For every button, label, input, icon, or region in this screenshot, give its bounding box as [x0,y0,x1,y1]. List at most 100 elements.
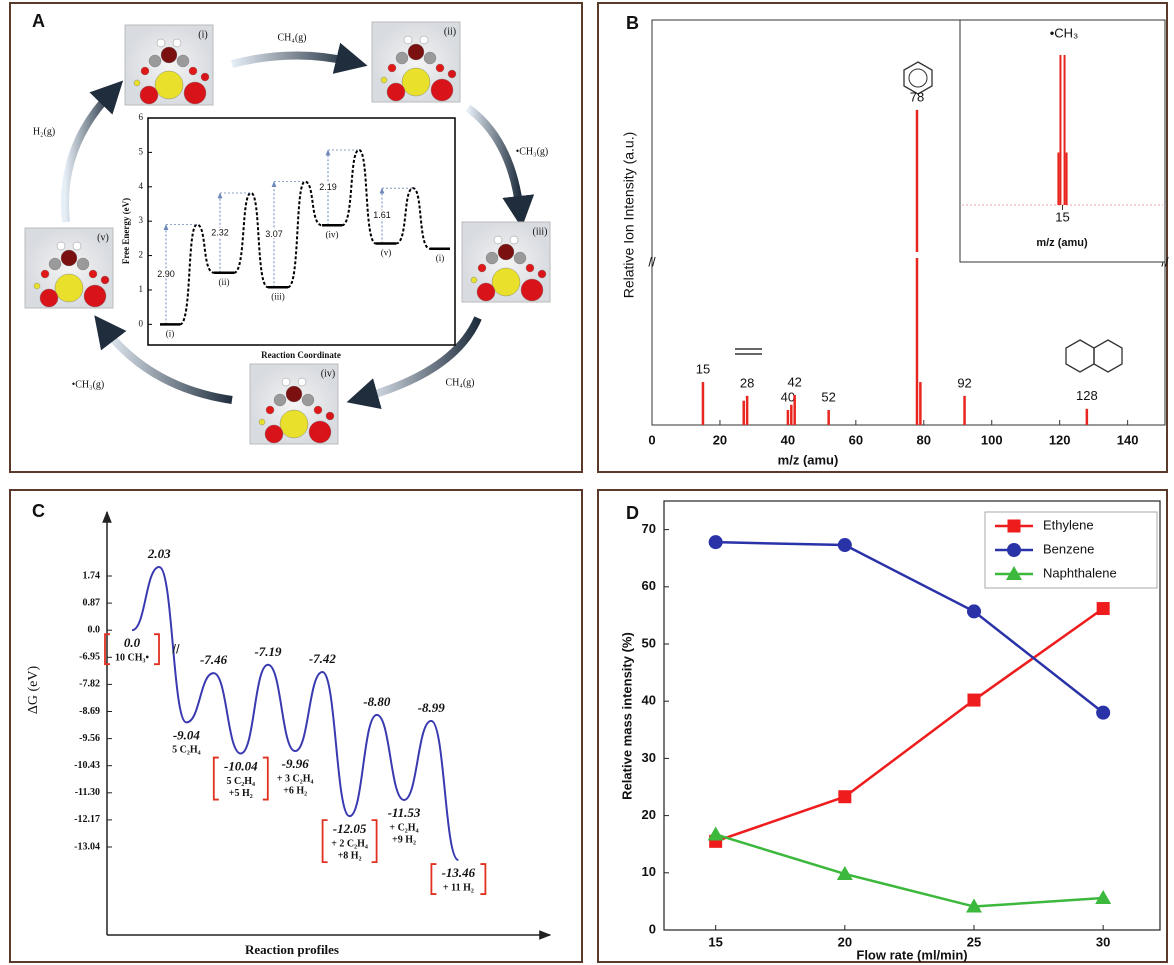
peak-label: 128 [1076,388,1098,403]
y-tick-label: -10.43 [74,760,100,771]
x-tick-label: 0 [648,432,655,447]
molecule-atom [448,70,456,78]
y-tick-label: 0 [649,921,656,936]
molecule-atom [326,412,334,420]
molecule-atom [471,277,477,283]
peak-label: 78 [910,89,924,104]
barrier-label: 2.90 [157,269,175,279]
y-tick-label: -6.95 [79,652,100,663]
y-tick-label: 1.74 [83,570,101,581]
y-tick-label: 60 [642,578,656,593]
x-tick-label: 20 [713,432,727,447]
molecule-atom [420,36,428,44]
peak-label: 15 [696,362,710,377]
y-tick-label: -12.17 [74,814,100,825]
molecule-atom [161,47,177,63]
y-tick-label: -7.82 [79,679,100,690]
molecule-atom [486,252,498,264]
x-tick-label: 15 [708,934,722,949]
molecule-atom [201,73,209,81]
species-label: +6 H₂ [283,785,307,796]
x-axis-label: Reaction profiles [245,942,339,957]
value-label: -9.96 [282,756,310,771]
molecule-atom [55,274,83,302]
state-label: (iv) [326,229,339,239]
molecule-atom [494,236,502,244]
molecule-atom [259,419,265,425]
molecule-atom [498,244,514,260]
molecule-atom [538,270,546,278]
molecule-atom [61,250,77,266]
panel-d: D 01020304050607015202530Flow rate (ml/m… [598,490,1167,962]
reaction-label: CH₄(g) [277,32,306,43]
reaction-label: CH₄(g) [445,377,474,388]
y-tick-label: 30 [642,750,656,765]
species-label: + 3 C₂H₄ [277,773,314,784]
benzene-icon [909,69,927,87]
species-label: + 11 H₂ [443,882,474,893]
molecule-atom [388,64,396,72]
y-tick-label: 1 [139,284,144,294]
marker [967,604,981,618]
panel-c: C 1.740.870.0-6.95-7.82-8.69-9.56-10.43-… [10,490,582,962]
panel-frame [10,490,582,962]
molecule-atom [510,236,518,244]
molecule-atom [314,406,322,414]
inset-x-label: m/z (amu) [1036,237,1088,249]
inset-annotation: •CH₃ [1050,25,1079,40]
panel-letter: A [32,11,45,31]
molecule-atom [402,68,430,96]
species-label: 5 C₂H₄ [172,745,201,756]
x-tick-label: 20 [838,934,852,949]
legend-marker [1008,520,1021,533]
molecule-atom [73,242,81,250]
naphthalene-icon [1094,340,1122,372]
value-label: 2.03 [147,546,171,561]
y-tick-label: -11.30 [75,787,100,798]
molecule-atom [424,52,436,64]
molecule-atom [57,242,65,250]
reaction-label: H₂(g) [33,126,55,137]
y-tick-label: 50 [642,635,656,650]
y-tick-label: 2 [139,250,144,260]
value-label: -9.04 [173,727,201,742]
cycle-arrow [468,108,520,212]
barrier-label: 1.61 [373,210,391,220]
molecule-atom [77,258,89,270]
y-tick-label: 5 [139,146,144,156]
marker [1097,602,1110,615]
legend-marker [1007,543,1021,557]
value-label: -8.99 [418,700,446,715]
molecule-atom [84,285,106,307]
y-tick-label: -13.04 [74,841,100,852]
value-label: -7.19 [254,644,282,659]
marker [709,535,723,549]
panel-letter: B [626,13,639,33]
x-tick-label: 120 [1049,432,1071,447]
marker [838,790,851,803]
y-tick-label: 6 [139,112,144,122]
x-axis-label: m/z (amu) [778,452,839,467]
marker [838,538,852,552]
value-label: 0.0 [124,635,141,650]
species-label: +8 H₂ [338,850,362,861]
molecule-atom [157,39,165,47]
cycle-arrow [65,92,112,222]
barrier-label: 3.07 [265,229,283,239]
y-tick-label: -9.56 [79,733,100,744]
y-tick-label: 4 [139,181,144,191]
x-tick-label: 100 [981,432,1003,447]
species-label: +5 H₂ [229,788,253,799]
state-label: (i) [436,253,445,263]
molecule-atom [387,83,405,101]
species-label: +9 H₂ [392,834,416,845]
state-label: (i) [166,328,175,338]
molecule-atom [436,64,444,72]
x-tick-label: 25 [967,934,981,949]
molecule-atom [140,86,158,104]
molecule-atom [302,394,314,406]
molecule-atom [49,258,61,270]
molecule-atom [280,410,308,438]
